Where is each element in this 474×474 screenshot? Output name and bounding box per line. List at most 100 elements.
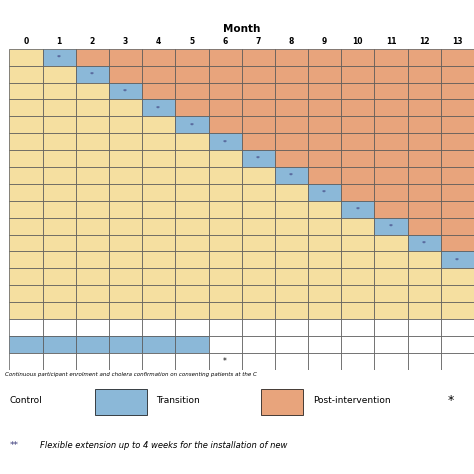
Bar (408, 336, 441, 353)
Bar (308, 65, 341, 82)
Bar (43, 100, 76, 116)
Bar (242, 268, 275, 285)
Bar (43, 184, 76, 201)
Bar (408, 251, 441, 268)
Bar (43, 82, 76, 100)
Bar (242, 100, 275, 116)
Text: 10: 10 (353, 37, 363, 46)
Bar (142, 167, 175, 184)
Bar (109, 251, 142, 268)
Bar (43, 319, 76, 336)
Bar (209, 268, 242, 285)
Bar (275, 82, 308, 100)
Bar (9, 302, 43, 319)
Bar (9, 235, 43, 251)
Bar (341, 268, 374, 285)
Bar (242, 49, 275, 65)
Bar (76, 336, 109, 353)
Bar (341, 336, 374, 353)
Text: **: ** (422, 240, 427, 246)
Bar (142, 201, 175, 218)
Bar (308, 184, 341, 201)
Bar (142, 150, 175, 167)
Bar (275, 49, 308, 65)
Bar (76, 167, 109, 184)
Bar (76, 100, 109, 116)
Bar (242, 218, 275, 235)
Bar (109, 336, 142, 353)
Bar (43, 285, 76, 302)
Text: Month: Month (223, 24, 260, 34)
Bar (109, 150, 142, 167)
Bar (9, 150, 43, 167)
Bar (341, 251, 374, 268)
Bar (374, 302, 408, 319)
Bar (76, 150, 109, 167)
Bar (142, 116, 175, 133)
Bar (441, 302, 474, 319)
Text: **: ** (90, 72, 95, 77)
Bar (341, 65, 374, 82)
Bar (308, 235, 341, 251)
Bar (242, 116, 275, 133)
Bar (142, 336, 175, 353)
Bar (43, 167, 76, 184)
Bar (175, 133, 209, 150)
Bar (76, 218, 109, 235)
Bar (109, 100, 142, 116)
Bar (142, 268, 175, 285)
Bar (175, 184, 209, 201)
Bar (43, 150, 76, 167)
Text: **: ** (123, 89, 128, 93)
Bar (109, 235, 142, 251)
Bar (76, 319, 109, 336)
Bar (341, 167, 374, 184)
Bar (341, 319, 374, 336)
Bar (109, 133, 142, 150)
Text: 8: 8 (289, 37, 294, 46)
Bar (341, 150, 374, 167)
Bar (76, 268, 109, 285)
Bar (175, 100, 209, 116)
Text: 6: 6 (222, 37, 228, 46)
Bar (242, 201, 275, 218)
Bar (275, 251, 308, 268)
Bar (275, 218, 308, 235)
Bar (275, 302, 308, 319)
Bar (9, 268, 43, 285)
Bar (43, 133, 76, 150)
Bar (43, 268, 76, 285)
Bar (9, 285, 43, 302)
Bar (374, 201, 408, 218)
Bar (441, 150, 474, 167)
Bar (43, 302, 76, 319)
Bar (209, 319, 242, 336)
Text: **: ** (9, 441, 18, 450)
Bar (175, 285, 209, 302)
Bar (308, 49, 341, 65)
Bar (175, 167, 209, 184)
Bar (9, 201, 43, 218)
Bar (43, 65, 76, 82)
Bar (9, 167, 43, 184)
Text: Control: Control (9, 396, 42, 404)
Text: Continuous participant enrolment and cholera confirmation on consenting patients: Continuous participant enrolment and cho… (5, 372, 256, 377)
Bar (441, 65, 474, 82)
Bar (374, 150, 408, 167)
Bar (408, 133, 441, 150)
Bar (9, 82, 43, 100)
Bar (374, 353, 408, 370)
Bar (109, 302, 142, 319)
Bar (76, 184, 109, 201)
Bar (142, 235, 175, 251)
Bar (9, 353, 43, 370)
Bar (175, 319, 209, 336)
Bar (275, 100, 308, 116)
Bar (275, 268, 308, 285)
Bar (374, 82, 408, 100)
Bar (142, 65, 175, 82)
Bar (142, 82, 175, 100)
Text: *: * (447, 393, 454, 407)
Bar (341, 235, 374, 251)
Bar (441, 218, 474, 235)
